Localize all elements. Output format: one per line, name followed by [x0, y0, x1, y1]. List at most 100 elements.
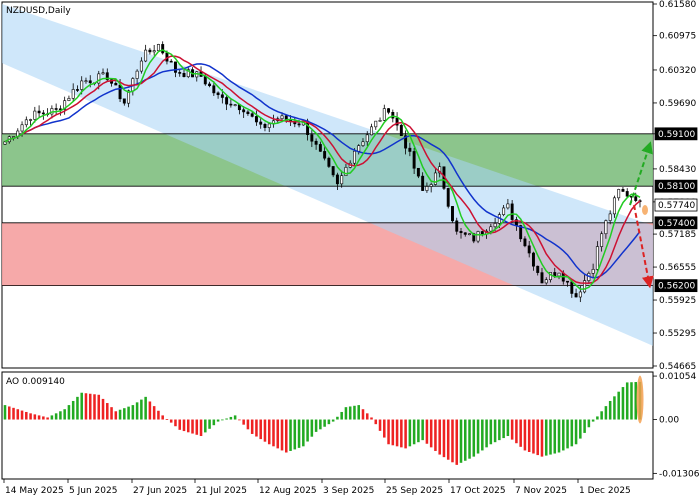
levels-layer: [2, 133, 653, 287]
ao-bar: [54, 413, 58, 420]
ao-bar: [344, 407, 348, 420]
ao-bar: [319, 419, 322, 430]
bearish-scenario-arrow: [633, 204, 654, 289]
ao-bar: [353, 405, 356, 420]
price-panel: NZDUSD,Daily: [1, 1, 654, 369]
ao-bar: [570, 419, 574, 447]
candle: [156, 43, 160, 52]
ao-bar: [476, 419, 480, 454]
candle: [186, 67, 190, 79]
ao-bar: [378, 419, 382, 431]
ao-bar: [634, 382, 638, 420]
ao-bar: [515, 419, 518, 444]
candle: [600, 231, 604, 252]
candle: [152, 45, 156, 56]
time-tick-label: 14 May 2025: [5, 486, 64, 496]
svg-text:0.57740: 0.57740: [658, 201, 695, 211]
ao-bar: [255, 419, 258, 437]
ao-bar: [331, 419, 335, 422]
ao-bar: [233, 415, 237, 420]
svg-text:0.56200: 0.56200: [658, 282, 695, 292]
ao-bar: [80, 392, 83, 420]
ao-bar: [613, 396, 616, 420]
ao-bar: [93, 394, 96, 420]
ao-bar: [583, 419, 586, 433]
time-tick-label: 3 Sep 2025: [323, 486, 374, 496]
ao-bar: [412, 419, 416, 445]
ao-bar: [293, 419, 297, 450]
ao-bar: [84, 393, 88, 420]
ao-bar: [97, 394, 101, 420]
ao-bar: [46, 417, 49, 420]
candle: [229, 99, 233, 108]
candle: [310, 129, 314, 148]
ao-bar: [468, 419, 471, 459]
ao-bar: [12, 407, 15, 420]
candle: [114, 81, 118, 86]
price-tick-label: 0.55295: [659, 329, 696, 339]
ao-bar: [608, 400, 612, 420]
ma-mid-line: [4, 55, 641, 284]
ao-bar: [310, 419, 314, 437]
ao-bar: [527, 419, 531, 452]
ao-bar: [574, 419, 578, 445]
ao-bar: [544, 419, 548, 456]
candle: [331, 166, 335, 178]
ao-bar: [630, 382, 633, 420]
candle: [208, 81, 212, 88]
ao-bar: [199, 419, 203, 437]
ao-bar: [186, 419, 190, 433]
ao-bar: [400, 419, 403, 448]
ao-tick-label: -0.01306: [659, 469, 700, 479]
ao-bar: [110, 407, 113, 420]
ao-bar: [20, 410, 24, 420]
price-tag: 0.56200: [654, 279, 698, 293]
time-tick-label: 17 Oct 2025: [450, 486, 506, 496]
candle: [75, 85, 79, 92]
ao-bar: [506, 419, 510, 437]
price-tick-label: 0.60975: [659, 32, 696, 42]
price-tick-label: 0.58430: [659, 165, 696, 175]
ao-bar: [553, 419, 557, 454]
candle: [617, 188, 621, 201]
ao-bar: [195, 419, 199, 435]
price-level-tags: 0.59100 0.58100 0.57740 0.57400 0.56200: [654, 127, 698, 293]
ao-bar: [123, 408, 126, 420]
ao-bar: [408, 419, 412, 447]
ao-tick-label: 0.01054: [659, 372, 696, 382]
price-tag: 0.57400: [654, 216, 698, 230]
candle: [536, 265, 540, 276]
ao-bar: [489, 419, 493, 445]
ao-bar: [289, 419, 292, 451]
ao-bar: [16, 409, 20, 420]
candle: [519, 224, 523, 242]
ao-bar: [152, 406, 156, 420]
ao-tick-label: 0.00: [659, 416, 679, 426]
candle: [254, 110, 258, 126]
candle: [216, 91, 220, 99]
ao-bar: [502, 419, 505, 439]
ao-bar: [306, 419, 309, 442]
ao-bar: [591, 419, 595, 422]
scenario-arrows: [629, 141, 654, 289]
candle: [395, 112, 399, 131]
candle: [531, 251, 535, 271]
candle: [612, 195, 616, 218]
candle: [404, 130, 408, 155]
candle: [421, 172, 425, 191]
ao-bar: [532, 419, 535, 454]
candle: [370, 123, 373, 136]
candle: [327, 156, 331, 168]
ao-bar: [485, 419, 488, 448]
ao-bar: [114, 411, 118, 420]
candle: [267, 123, 271, 133]
ao-bar: [225, 418, 228, 420]
price-tag: 0.58100: [654, 179, 698, 193]
ao-bar: [216, 419, 220, 422]
ao-bar: [42, 416, 45, 420]
ao-axis: 0.01054 0.00 -0.01306: [653, 372, 700, 479]
ao-bar: [135, 402, 139, 420]
candle: [148, 47, 152, 55]
ao-bar: [587, 419, 591, 428]
price-tick-label: 0.59690: [659, 99, 696, 109]
